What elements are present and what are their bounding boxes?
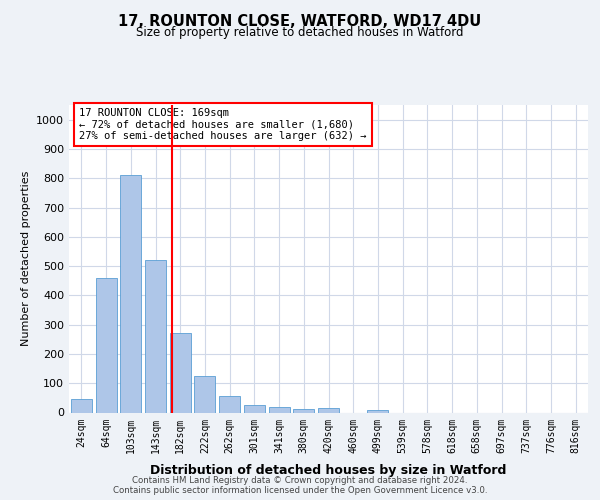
Text: Contains public sector information licensed under the Open Government Licence v3: Contains public sector information licen…	[113, 486, 487, 495]
Bar	[293, 409, 314, 412]
X-axis label: Distribution of detached houses by size in Watford: Distribution of detached houses by size …	[151, 464, 506, 476]
Text: Contains HM Land Registry data © Crown copyright and database right 2024.: Contains HM Land Registry data © Crown c…	[132, 476, 468, 485]
Bar	[170, 334, 191, 412]
Bar	[269, 406, 290, 412]
Text: Size of property relative to detached houses in Watford: Size of property relative to detached ho…	[136, 26, 464, 39]
Bar	[145, 260, 166, 412]
Bar	[367, 410, 388, 412]
Bar	[95, 278, 116, 412]
Y-axis label: Number of detached properties: Number of detached properties	[20, 171, 31, 346]
Bar	[219, 396, 240, 412]
Bar	[71, 400, 92, 412]
Text: 17 ROUNTON CLOSE: 169sqm
← 72% of detached houses are smaller (1,680)
27% of sem: 17 ROUNTON CLOSE: 169sqm ← 72% of detach…	[79, 108, 367, 142]
Bar	[244, 405, 265, 412]
Bar	[318, 408, 339, 412]
Bar	[120, 176, 141, 412]
Bar	[194, 376, 215, 412]
Text: 17, ROUNTON CLOSE, WATFORD, WD17 4DU: 17, ROUNTON CLOSE, WATFORD, WD17 4DU	[118, 14, 482, 29]
